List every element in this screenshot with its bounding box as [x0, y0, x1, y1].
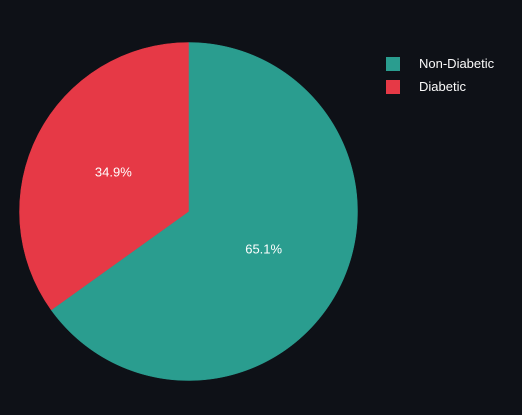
pie-slices	[19, 42, 358, 381]
pie-slice-non-diabetic[interactable]	[50, 42, 358, 381]
pie-slice-diabetic[interactable]	[19, 42, 189, 311]
legend-swatch-diabetic	[386, 79, 400, 94]
legend-item-diabetic[interactable]: Diabetic	[386, 75, 494, 98]
legend-swatch-non-diabetic	[386, 56, 400, 71]
legend: Non-Diabetic Diabetic	[386, 52, 494, 98]
legend-label-non-diabetic: Non-Diabetic	[419, 56, 495, 71]
legend-label-diabetic: Diabetic	[419, 79, 466, 94]
slice-label-diabetic: 34.9%	[95, 164, 132, 179]
legend-item-non-diabetic[interactable]: Non-Diabetic	[386, 52, 494, 75]
pie-slice-labels: 65.1% 34.9%	[95, 164, 283, 256]
slice-label-non-diabetic: 65.1%	[245, 242, 282, 257]
